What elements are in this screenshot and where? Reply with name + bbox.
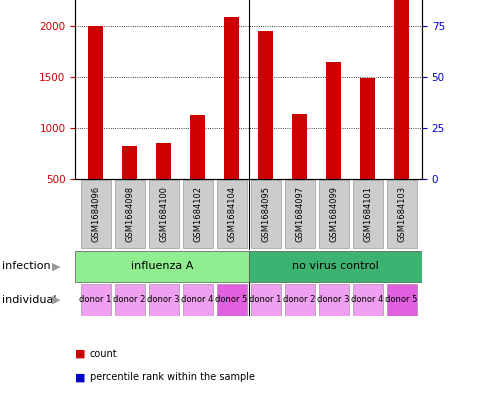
Text: GSM1684102: GSM1684102 (193, 186, 202, 242)
Bar (148, 284, 178, 316)
Bar (257, 31, 272, 179)
Text: GSM1684103: GSM1684103 (396, 186, 405, 242)
Bar (88, 26, 103, 179)
Bar (318, 180, 348, 248)
Bar (250, 284, 280, 316)
Text: GSM1684100: GSM1684100 (159, 186, 168, 242)
Bar (216, 284, 246, 316)
Text: GSM1684095: GSM1684095 (260, 186, 270, 242)
Text: no virus control: no virus control (291, 261, 378, 271)
Text: donor 5: donor 5 (215, 295, 247, 304)
Text: donor 1: donor 1 (79, 295, 111, 304)
Bar (224, 17, 239, 179)
Bar (284, 284, 314, 316)
Text: GSM1684098: GSM1684098 (125, 186, 134, 242)
Text: GSM1684104: GSM1684104 (227, 186, 236, 242)
Bar (393, 0, 408, 179)
Bar (352, 180, 382, 248)
Bar (190, 116, 205, 179)
Bar (359, 78, 375, 179)
Bar (284, 180, 314, 248)
Text: GSM1684101: GSM1684101 (363, 186, 371, 242)
Text: ▶: ▶ (51, 295, 60, 305)
Text: ■: ■ (75, 372, 86, 382)
Text: percentile rank within the sample: percentile rank within the sample (90, 372, 254, 382)
Bar (121, 146, 137, 179)
Text: ■: ■ (75, 349, 86, 359)
Bar (250, 180, 280, 248)
Bar (318, 284, 348, 316)
Text: donor 2: donor 2 (113, 295, 146, 304)
Bar (182, 284, 212, 316)
Bar (148, 180, 178, 248)
Bar (352, 284, 382, 316)
Text: GSM1684097: GSM1684097 (294, 186, 303, 242)
Bar (114, 284, 144, 316)
Bar (216, 180, 246, 248)
Text: infection: infection (2, 261, 51, 271)
Bar (386, 180, 416, 248)
Bar (248, 251, 421, 282)
Text: donor 4: donor 4 (350, 295, 383, 304)
Text: donor 3: donor 3 (317, 295, 349, 304)
Bar (155, 143, 171, 179)
Bar (291, 114, 306, 179)
Bar (114, 180, 144, 248)
Text: GSM1684096: GSM1684096 (91, 186, 100, 242)
Bar (386, 284, 416, 316)
Text: donor 4: donor 4 (181, 295, 213, 304)
Bar (182, 180, 212, 248)
Bar (80, 180, 110, 248)
Text: donor 5: donor 5 (385, 295, 417, 304)
Text: count: count (90, 349, 117, 359)
Text: donor 1: donor 1 (249, 295, 281, 304)
Text: donor 3: donor 3 (147, 295, 180, 304)
Text: individual: individual (2, 295, 57, 305)
Text: GSM1684099: GSM1684099 (328, 186, 337, 242)
Text: donor 2: donor 2 (283, 295, 315, 304)
Text: influenza A: influenza A (130, 261, 193, 271)
Bar (325, 62, 341, 179)
Bar (80, 284, 110, 316)
Bar (75, 251, 248, 282)
Text: ▶: ▶ (51, 261, 60, 271)
